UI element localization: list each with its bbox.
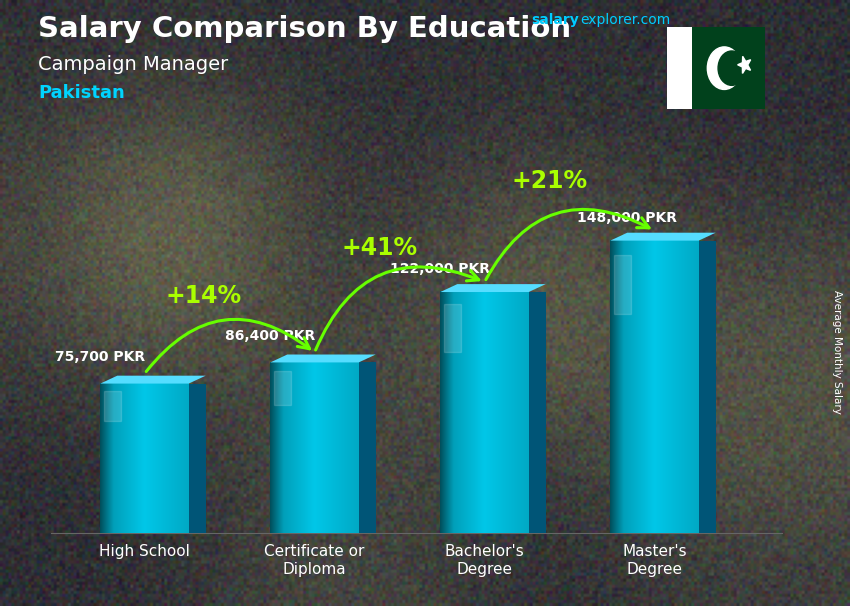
Text: Average Monthly Salary: Average Monthly Salary xyxy=(831,290,842,413)
Text: Campaign Manager: Campaign Manager xyxy=(38,55,229,73)
Text: +14%: +14% xyxy=(166,284,242,308)
Text: +21%: +21% xyxy=(511,169,587,193)
Circle shape xyxy=(707,47,741,90)
Circle shape xyxy=(718,51,745,85)
Polygon shape xyxy=(104,391,121,421)
Text: +41%: +41% xyxy=(341,236,417,259)
Polygon shape xyxy=(189,384,206,533)
Text: 86,400 PKR: 86,400 PKR xyxy=(225,328,315,342)
Polygon shape xyxy=(738,56,751,73)
Polygon shape xyxy=(444,304,461,352)
Text: explorer.com: explorer.com xyxy=(581,13,671,27)
Text: Pakistan: Pakistan xyxy=(38,84,125,102)
Text: 148,000 PKR: 148,000 PKR xyxy=(577,211,677,225)
Polygon shape xyxy=(100,376,206,384)
Polygon shape xyxy=(440,284,546,292)
Polygon shape xyxy=(359,362,376,533)
Polygon shape xyxy=(529,292,546,533)
Polygon shape xyxy=(270,355,376,362)
Bar xyxy=(667,27,692,109)
Polygon shape xyxy=(610,233,716,241)
Text: salary: salary xyxy=(531,13,579,27)
Text: Salary Comparison By Education: Salary Comparison By Education xyxy=(38,15,571,43)
Polygon shape xyxy=(699,241,716,533)
Polygon shape xyxy=(274,371,291,405)
Polygon shape xyxy=(614,255,631,314)
Text: 122,000 PKR: 122,000 PKR xyxy=(390,262,490,276)
Bar xyxy=(692,27,765,109)
Text: 75,700 PKR: 75,700 PKR xyxy=(55,350,145,364)
